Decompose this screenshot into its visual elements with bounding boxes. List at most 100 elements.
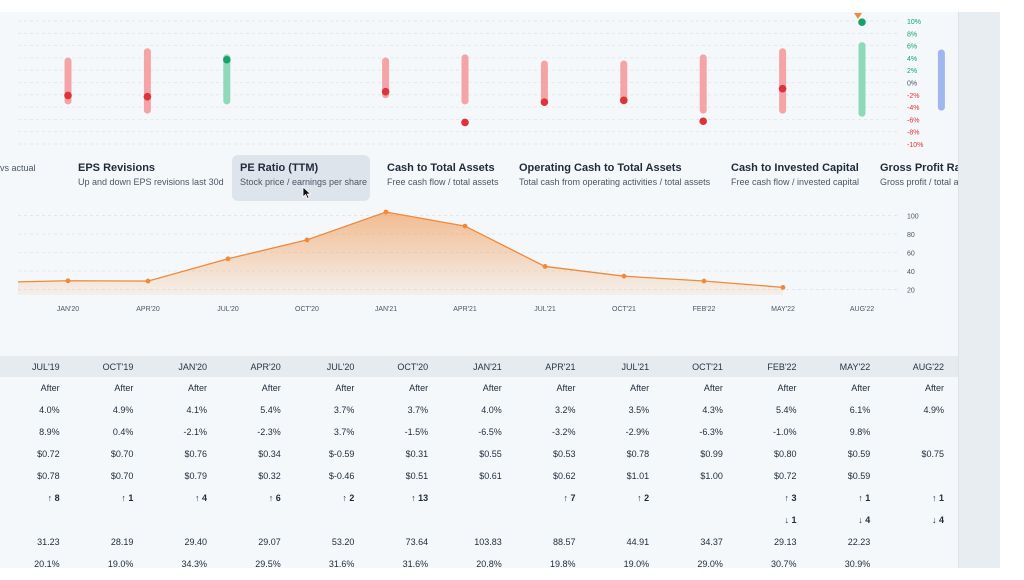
table-cell: 30.9% xyxy=(844,559,871,568)
table-cell: 73.64 xyxy=(405,537,429,547)
y-tick-label: 100 xyxy=(907,214,919,221)
table-cell: 4.9% xyxy=(923,405,944,415)
table-cell: $0.53 xyxy=(552,449,576,459)
metric-tab-title: Cash to Total Assets xyxy=(387,162,495,174)
table-cell: 5.4% xyxy=(776,405,797,415)
table-cell: After xyxy=(40,383,60,393)
table-cell: After xyxy=(556,383,576,393)
table-cell: 31.6% xyxy=(402,559,429,568)
table-cell xyxy=(368,509,442,531)
table-cell: ↑ 8 xyxy=(47,493,60,503)
table-cell xyxy=(442,509,516,531)
earnings-panel: 10% 8% 6% 4% 2% 0% -2% -4% -6% -8% -10% vs actual … xyxy=(0,12,958,568)
table-cell: 28.19 xyxy=(110,537,134,547)
table-cell: $0.78 xyxy=(626,449,650,459)
table-cell: 0.4% xyxy=(112,427,134,437)
table-cell: ↑ 3 xyxy=(784,493,797,503)
x-tick-label: JUL'20 xyxy=(217,306,239,313)
revision-point xyxy=(381,87,390,96)
table-cell: After xyxy=(630,383,650,393)
table-cell: -2.1% xyxy=(183,427,208,437)
table-cell: 20.1% xyxy=(34,559,60,568)
eps-revisions-chart: 10% 8% 6% 4% 2% 0% -2% -4% -6% -8% -10% xyxy=(18,13,945,149)
column-header: JUL'21 xyxy=(589,356,664,377)
table-cell xyxy=(884,465,958,487)
pe-point xyxy=(701,278,707,284)
revision-point xyxy=(778,84,787,93)
table-cell: ↓ 4 xyxy=(858,515,871,525)
metric-tab-gross-profit-ratio[interactable]: Gross Profit Ratio Gross profit / total … xyxy=(872,155,958,201)
table-cell: ↑ 1 xyxy=(121,493,134,503)
pe-area-fill xyxy=(18,212,783,295)
y-tick-label: 20 xyxy=(907,287,915,294)
metric-tab-cash-to-invested-capital[interactable]: Cash to Invested Capital Free cash flow … xyxy=(723,155,867,201)
metric-tab-subtitle: Stock price / earnings per share xyxy=(240,177,368,187)
pe-point xyxy=(621,273,627,279)
table-cell xyxy=(295,509,369,531)
table-cell xyxy=(221,509,295,531)
x-tick-label: APR'21 xyxy=(453,306,477,313)
x-tick-label: JAN'20 xyxy=(57,306,79,313)
table-cell: After xyxy=(409,383,429,393)
metric-tab-subtitle: Total cash from operating activities / t… xyxy=(519,177,711,187)
table-cell: $0.75 xyxy=(921,449,944,459)
y-tick-label: 40 xyxy=(907,269,915,276)
scrollbar-track[interactable] xyxy=(958,12,1000,568)
table-cell: 53.20 xyxy=(331,537,355,547)
table-cell: -6.3% xyxy=(699,427,723,437)
table-cell: 8.9% xyxy=(39,427,60,437)
table-row: ↑ 8 ↑ 1 ↑ 4 ↑ 6 ↑ 2 ↑ 13 ↑ 7 ↑ 2 ↑ 3 ↑ 1 ↑ 1 xyxy=(0,487,958,509)
metric-tab-cash-to-total-assets[interactable]: Cash to Total Assets Free cash flow / to… xyxy=(379,155,507,201)
table-cell: ↑ 1 xyxy=(858,493,871,503)
table-cell: $0.59 xyxy=(847,471,871,481)
table-cell: 20.8% xyxy=(476,559,502,568)
table-cell: 4.0% xyxy=(39,405,60,415)
pe-point xyxy=(383,209,389,215)
column-header: OCT'21 xyxy=(663,356,737,377)
table-cell: ↑ 6 xyxy=(268,493,281,503)
table-cell: 29.07 xyxy=(258,537,281,547)
table-cell: ↑ 4 xyxy=(195,493,208,503)
y-tick-label: -8% xyxy=(907,130,919,137)
table-cell: 3.7% xyxy=(407,405,429,415)
table-cell: $0.61 xyxy=(479,471,502,481)
table-cell: 6.1% xyxy=(849,405,871,415)
pe-point xyxy=(780,284,786,290)
table-cell: 19.0% xyxy=(107,559,134,568)
table-cell: ↑ 2 xyxy=(637,493,650,503)
metric-tab-pe-ratio[interactable]: PE Ratio (TTM) Stock price / earnings pe… xyxy=(232,155,370,201)
pe-point xyxy=(462,223,468,229)
table-cell xyxy=(516,509,590,531)
table-cell: $0.70 xyxy=(110,471,134,481)
table-cell: 30.7% xyxy=(771,559,797,568)
table-cell xyxy=(884,531,958,553)
table-cell: 29.13 xyxy=(774,537,797,547)
table-cell: 3.5% xyxy=(628,405,650,415)
table-cell: 29.5% xyxy=(255,559,281,568)
table-cell: 4.9% xyxy=(112,405,134,415)
table-cell: ↑ 7 xyxy=(563,493,576,503)
pe-point xyxy=(304,237,310,243)
column-header: APR'21 xyxy=(515,356,590,377)
x-tick-label: APR'20 xyxy=(136,306,160,313)
y-tick-label: 0% xyxy=(907,81,917,88)
metric-tab-vs-actual[interactable]: vs actual xyxy=(0,155,44,201)
table-row: $0.78 $0.70 $0.79 $0.32 $-0.46 $0.51 $0.61 $0.6… xyxy=(0,465,958,487)
metric-tab-subtitle: vs actual xyxy=(0,163,36,173)
x-tick-label: AUG'22 xyxy=(850,306,874,313)
table-cell: $-0.59 xyxy=(328,449,355,459)
table-cell: 3.2% xyxy=(554,405,576,415)
y-tick-label: 10% xyxy=(907,19,921,26)
table-cell: 4.0% xyxy=(481,405,502,415)
metric-tab-operating-cash-to-total-assets[interactable]: Operating Cash to Total Assets Total cas… xyxy=(511,155,718,201)
column-header: OCT'20 xyxy=(368,356,443,377)
revision-point xyxy=(64,91,72,100)
table-cell: $0.34 xyxy=(258,449,281,459)
table-row: $0.72 $0.70 $0.76 $0.34 $-0.59 $0.31 $0.55 $0.5… xyxy=(0,443,958,465)
metric-tab-eps-revisions[interactable]: EPS Revisions Up and down EPS revisions … xyxy=(70,155,232,201)
table-cell: $1.00 xyxy=(700,471,723,481)
table-cell: After xyxy=(188,383,208,393)
table-cell: $0.72 xyxy=(774,471,797,481)
table-row: 4.0% 4.9% 4.1% 5.4% 3.7% 3.7% 4.0% 3.2% 3.5% 4.3%… xyxy=(0,399,958,421)
table-cell: 44.91 xyxy=(626,537,650,547)
